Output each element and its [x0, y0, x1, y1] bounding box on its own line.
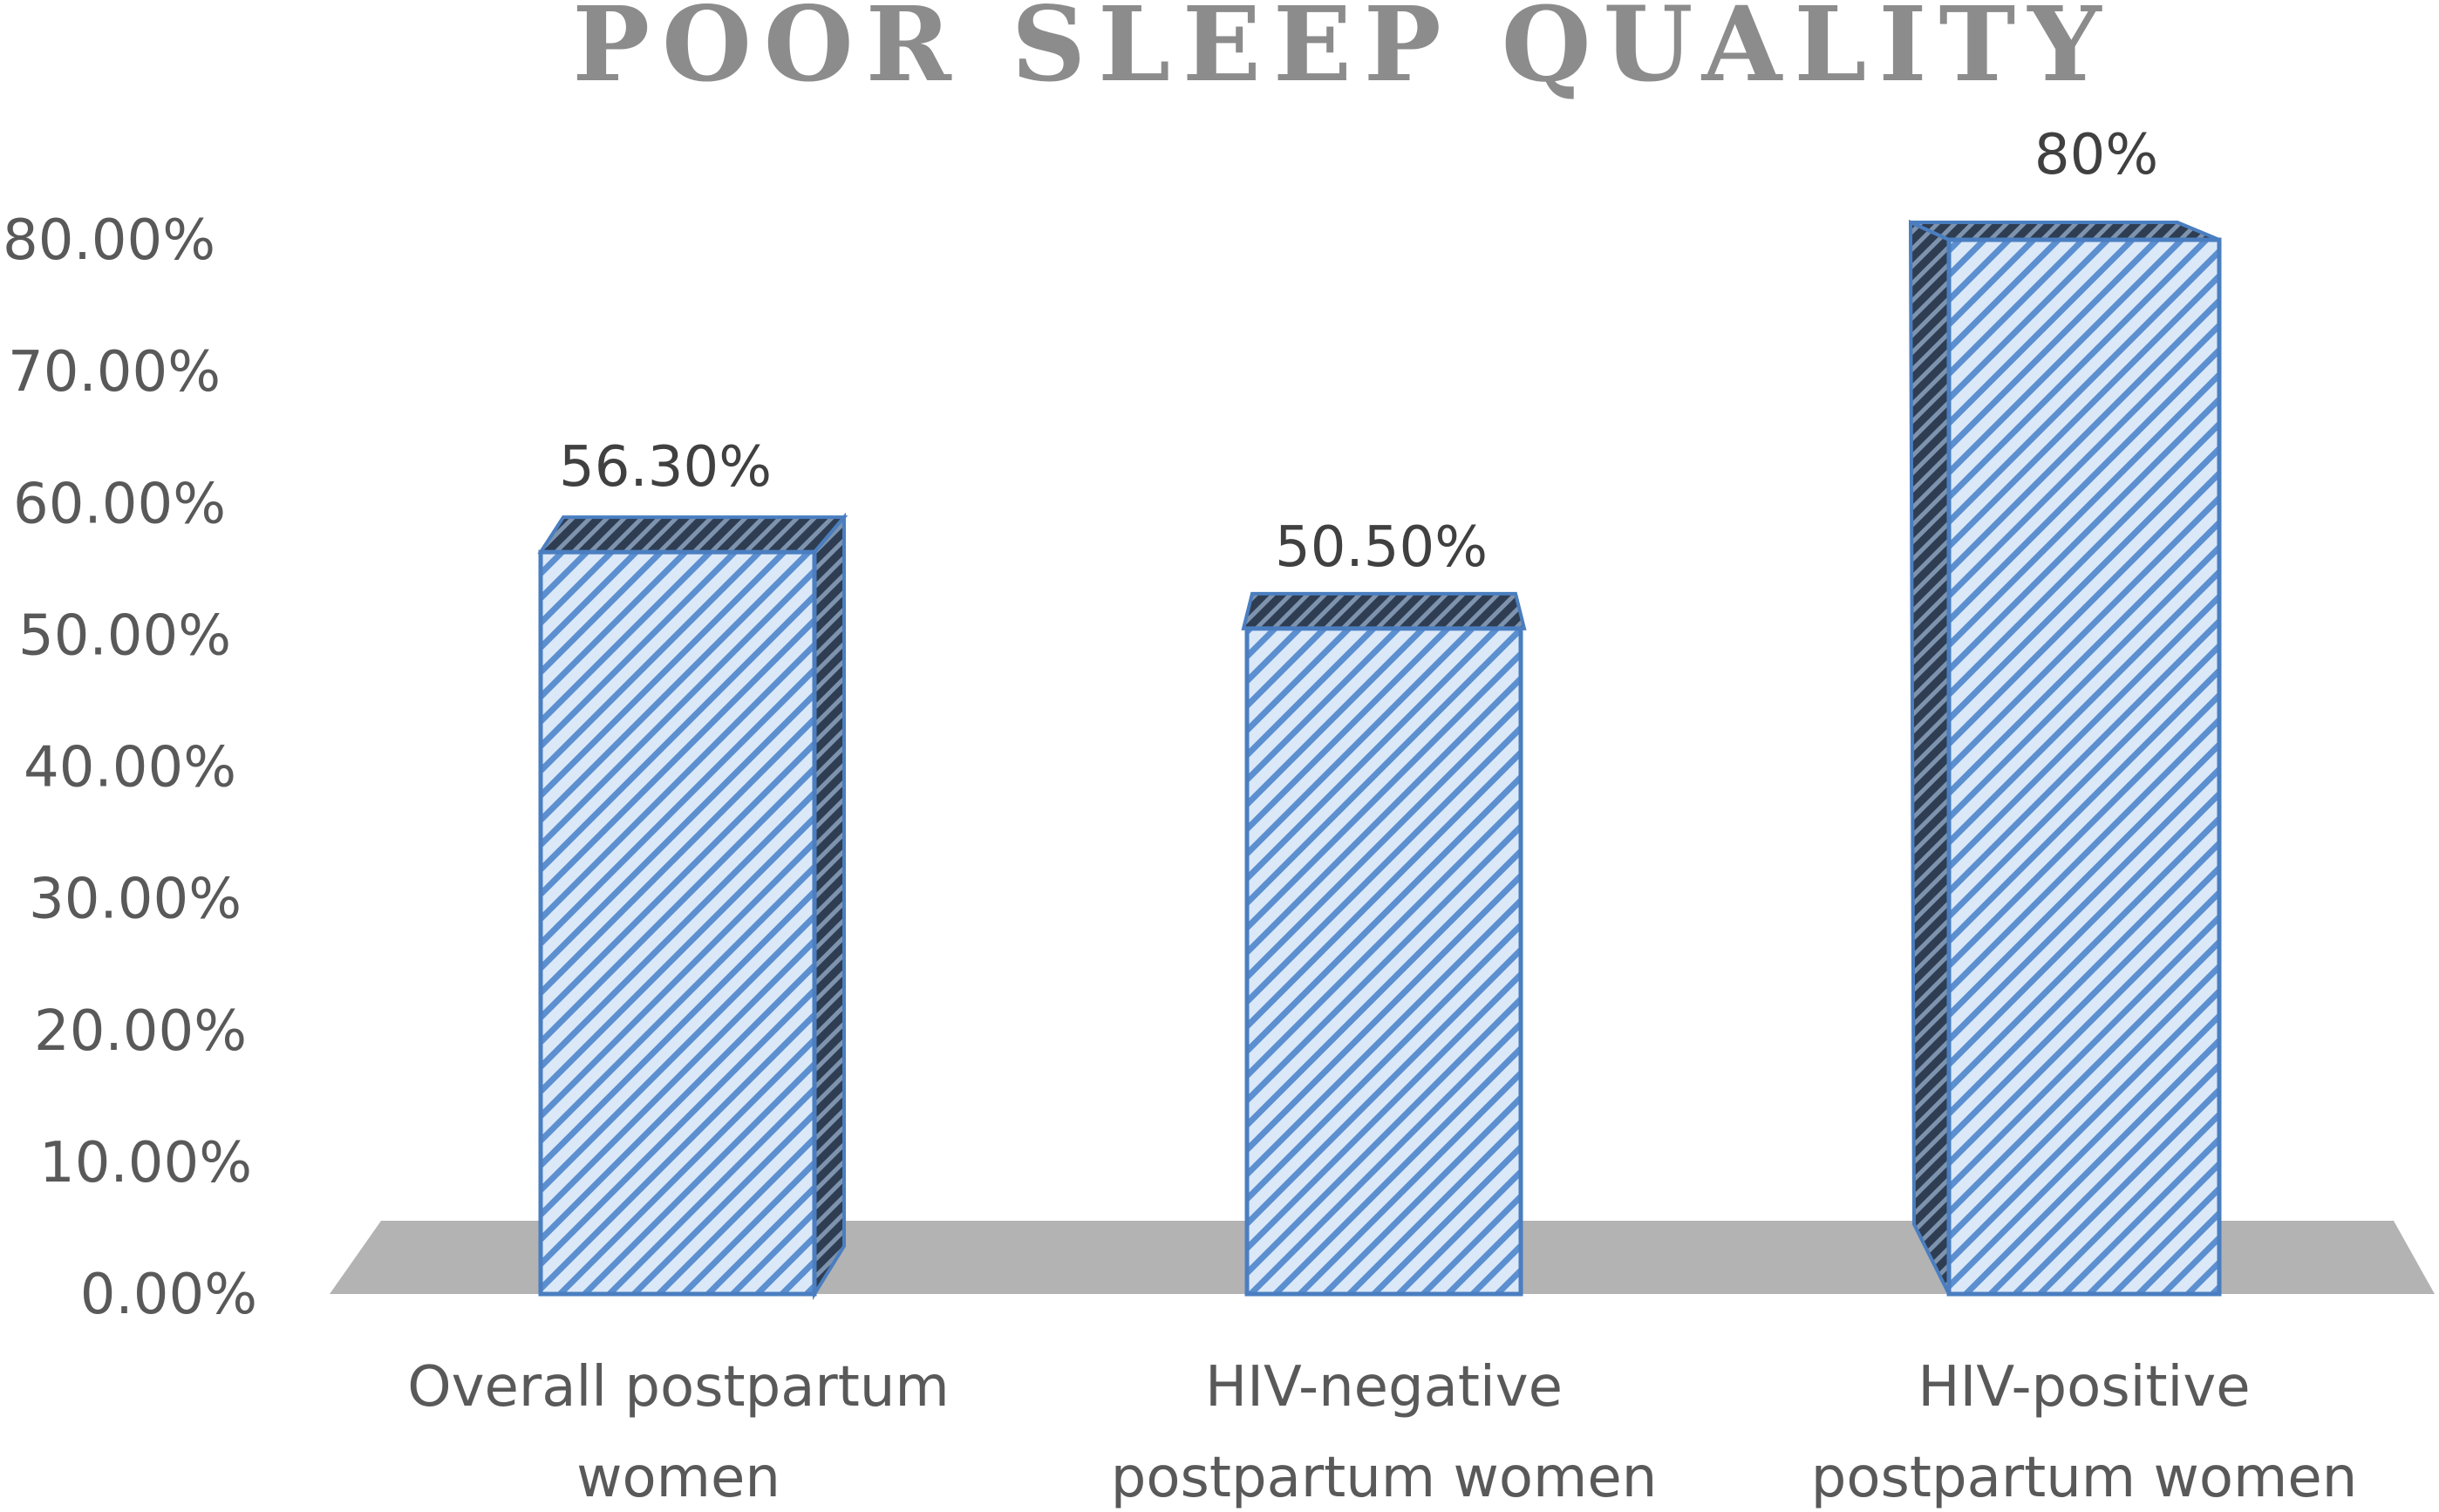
- data-label: 50.50%: [1275, 515, 1488, 580]
- y-tick-label: 20.00%: [34, 999, 247, 1064]
- bar: [1241, 591, 1527, 1297]
- bar: [537, 512, 848, 1301]
- category-label: postpartum women: [1111, 1446, 1658, 1510]
- y-tick-label: 0.00%: [80, 1263, 257, 1327]
- y-tick-label: 30.00%: [29, 868, 242, 932]
- category-label: women: [576, 1446, 780, 1510]
- category-label: postpartum women: [1811, 1446, 2358, 1510]
- y-tick-label: 40.00%: [24, 736, 236, 800]
- data-label: 80%: [2034, 123, 2158, 187]
- chart-title: POOR SLEEP QUALITY: [572, 0, 2113, 105]
- category-label: Overall postpartum: [407, 1355, 949, 1420]
- y-tick-label: 60.00%: [13, 472, 226, 536]
- bar: [1908, 219, 2222, 1297]
- category-label: HIV-negative: [1205, 1355, 1563, 1420]
- y-tick-label: 80.00%: [3, 208, 215, 273]
- data-label: 56.30%: [559, 435, 772, 500]
- y-tick-label: 50.00%: [18, 603, 231, 668]
- y-tick-label: 10.00%: [39, 1131, 252, 1195]
- category-label: HIV-positive: [1918, 1355, 2250, 1420]
- y-tick-label: 70.00%: [8, 340, 221, 405]
